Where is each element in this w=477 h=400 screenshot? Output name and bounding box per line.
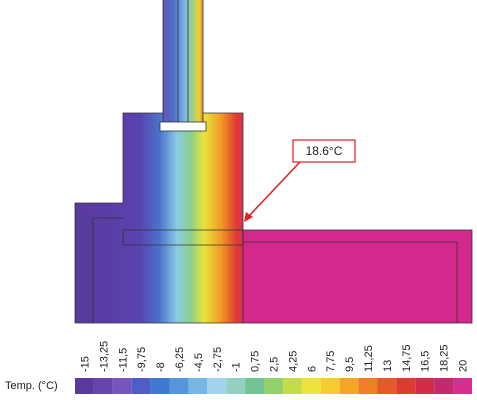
- legend-label: 18,25: [439, 344, 451, 372]
- callout: 18.6°C: [244, 139, 356, 222]
- thermal-section: [74, 0, 473, 324]
- legend-swatch: [75, 378, 94, 394]
- legend-swatch: [377, 378, 397, 394]
- legend-label: 0,75: [250, 351, 262, 372]
- legend-swatch: [264, 378, 283, 394]
- legend-label: -15: [79, 356, 91, 372]
- legend-label: 7,75: [325, 351, 337, 372]
- legend-label: -13,25: [98, 341, 110, 372]
- legend-swatch: [188, 378, 208, 394]
- legend-swatch: [93, 378, 113, 394]
- legend-swatch: [396, 378, 416, 394]
- legend-label: -4,5: [193, 353, 205, 372]
- legend-swatch: [169, 378, 189, 394]
- legend-swatch: [320, 378, 340, 394]
- legend-label: 2,5: [269, 357, 281, 372]
- legend-swatch: [358, 378, 378, 394]
- legend-swatch: [453, 378, 472, 394]
- legend-label: 11,25: [363, 345, 375, 372]
- legend-swatch: [150, 378, 170, 394]
- legend-title: Temp. (°C): [5, 380, 58, 392]
- legend-swatch: [434, 378, 454, 394]
- legend-label: -9,75: [136, 347, 148, 372]
- legend-swatch: [415, 378, 435, 394]
- legend-swatch: [282, 378, 302, 394]
- legend-label: 6: [306, 366, 318, 372]
- legend-label: 16,5: [420, 351, 432, 372]
- legend-swatch: [339, 378, 359, 394]
- legend: Temp. (°C) -15 -13,25 -11,5 -9,75 -8 -6,25 -4,…: [5, 341, 472, 394]
- annotation: 18.6°C: [306, 144, 343, 158]
- legend-label: -11,5: [117, 348, 129, 372]
- legend-label: 13: [382, 360, 394, 372]
- legend-swatch: [245, 378, 265, 394]
- legend-label: -2,75: [212, 347, 224, 372]
- legend-label: 20: [458, 360, 470, 372]
- legend-swatch: [301, 378, 321, 394]
- legend-label: -8: [155, 362, 167, 372]
- legend-label: 9,5: [344, 357, 356, 372]
- legend-label: 14,75: [401, 344, 413, 372]
- legend-swatch: [207, 378, 227, 394]
- legend-label: -6,25: [174, 347, 186, 372]
- legend-label: -1: [231, 362, 243, 372]
- legend-label: 4,25: [287, 351, 299, 372]
- legend-swatch: [112, 378, 132, 394]
- legend-swatch: [226, 378, 246, 394]
- legend-swatch: [131, 378, 151, 394]
